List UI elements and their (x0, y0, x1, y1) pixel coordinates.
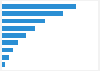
Bar (2, 33, 26, 38)
Bar (2, 19, 45, 23)
Bar (2, 55, 9, 60)
Bar (2, 26, 35, 31)
Bar (2, 40, 18, 45)
Bar (2, 4, 76, 9)
Bar (2, 48, 13, 52)
Bar (2, 62, 5, 67)
Bar (2, 11, 63, 16)
